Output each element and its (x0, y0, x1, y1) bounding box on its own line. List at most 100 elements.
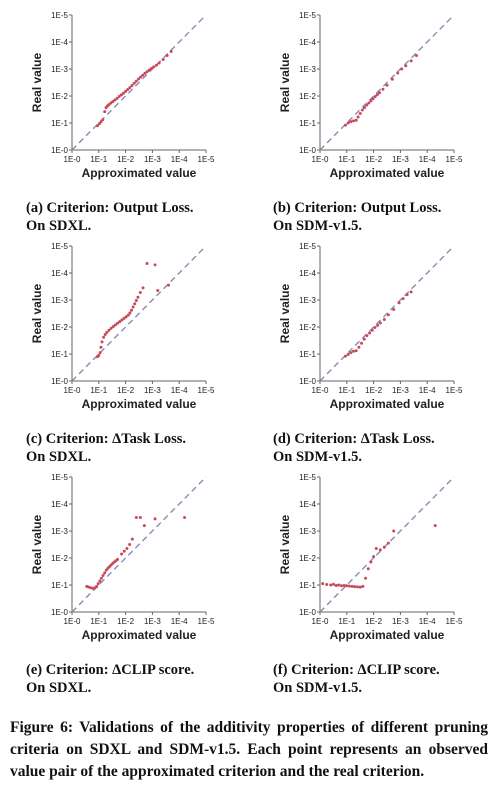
scatter-point (120, 318, 124, 322)
scatter-point (165, 54, 169, 57)
figure-caption: Figure 6: Validations of the additivity … (10, 719, 488, 780)
scatter-point (142, 524, 146, 528)
y-tick-label: 1E-4 (299, 269, 316, 278)
chart-panel-e: 1E-0 1E-1 1E-2 1E-3 1E-4 1E-5 1E-5 1E-4 1E-3 1E-2… (0, 462, 248, 702)
subcaption-d-line2: On SDM-v1.5. (273, 449, 363, 465)
x-tick-label: 1E-3 (392, 386, 409, 395)
scatter-point (134, 299, 138, 303)
scatter-point (356, 115, 360, 119)
scatter-point (134, 516, 138, 519)
scatter-point (139, 75, 143, 79)
scatter-point (377, 91, 381, 95)
subcaption-e-line2: On SDXL. (26, 680, 92, 696)
scatter-point (372, 555, 376, 559)
scatter-point (396, 71, 400, 75)
x-axis-title: Approximated value (330, 628, 445, 642)
scatter-point (109, 326, 113, 330)
scatter-point (352, 119, 355, 123)
scatter-point (370, 328, 374, 332)
scatter-point (378, 548, 382, 552)
scatter-point (364, 576, 368, 580)
scatter-point (157, 61, 161, 65)
y-tick-label: 1E-1 (299, 581, 316, 590)
scatter-point (409, 59, 413, 63)
x-tick-label: 1E-2 (365, 386, 382, 395)
reference-line (319, 245, 455, 382)
scatter-point (360, 108, 364, 112)
scatter-point (183, 516, 187, 519)
subcaption-b: (b) Criterion: Output Loss. On SDM-v1.5. (273, 199, 473, 235)
x-axis-title: Approximated value (330, 397, 445, 411)
scatter-point (366, 567, 370, 571)
scatter-point (103, 333, 107, 337)
scatter-point (400, 67, 404, 71)
scatter-point (105, 330, 109, 334)
scatter-point (357, 345, 361, 349)
scatter-chart-a: 1E-0 1E-1 1E-2 1E-3 1E-4 1E-5 1E-5 1E-4 1E-3 1E-2… (30, 11, 215, 180)
scatter-point (138, 516, 142, 519)
scatter-point (354, 118, 358, 122)
scatter-point (126, 313, 130, 317)
scatter-point (124, 315, 128, 319)
y-tick-label: 1E-1 (51, 350, 68, 359)
reference-line (71, 476, 207, 613)
scatter-point (141, 286, 145, 290)
scatter-point (95, 124, 99, 128)
subcaption-f: (f) Criterion: ΔCLIP score. On SDM-v1.5. (273, 661, 473, 697)
subcaption-c: (c) Criterion: ΔTask Loss. On SDXL. (26, 430, 226, 466)
scatter-chart-b: 1E-0 1E-1 1E-2 1E-3 1E-4 1E-5 1E-5 1E-4 1E-3 1E-2… (278, 11, 463, 180)
scatter-point (378, 321, 382, 325)
y-axis-title: Real value (30, 283, 44, 343)
x-tick-label: 1E-1 (90, 155, 107, 164)
scatter-point (404, 64, 408, 68)
x-tick-label: 1E-4 (419, 617, 436, 626)
subcaption-d-line1: (d) Criterion: ΔTask Loss. (273, 431, 435, 447)
x-tick-label: 1E-0 (64, 155, 81, 164)
x-tick-label: 1E-1 (90, 386, 107, 395)
scatter-point (376, 323, 380, 327)
y-tick-label: 1E-1 (299, 119, 316, 128)
scatter-point (358, 112, 362, 116)
scatter-point (156, 289, 160, 293)
x-tick-label: 1E-2 (117, 617, 134, 626)
scatter-point (152, 65, 156, 69)
scatter-point (169, 49, 173, 53)
scatter-point (124, 89, 128, 93)
y-tick-label: 1E-0 (299, 146, 316, 155)
scatter-point (145, 262, 149, 266)
scatter-point (414, 54, 418, 57)
scatter-point (373, 326, 377, 330)
scatter-point (353, 585, 357, 589)
x-tick-label: 1E-2 (365, 155, 382, 164)
y-tick-label: 1E-1 (51, 119, 68, 128)
scatter-point (329, 583, 333, 587)
scatter-point (433, 524, 437, 528)
scatter-point (122, 316, 126, 320)
x-axis-title: Approximated value (82, 397, 197, 411)
scatter-point (113, 323, 117, 327)
x-tick-label: 1E-0 (64, 617, 81, 626)
scatter-point (382, 545, 386, 549)
y-tick-label: 1E-5 (51, 473, 68, 482)
scatter-point (111, 324, 115, 328)
scatter-point (128, 543, 132, 546)
y-tick-label: 1E-5 (299, 473, 316, 482)
y-tick-label: 1E-4 (299, 500, 316, 509)
scatter-point (120, 552, 124, 556)
subcaption-a-line1: (a) Criterion: Output Loss. (26, 200, 194, 216)
scatter-point (153, 517, 157, 521)
y-tick-label: 1E-4 (51, 38, 68, 47)
x-tick-label: 1E-5 (446, 155, 463, 164)
scatter-point (129, 308, 133, 312)
chart-panel-d: 1E-0 1E-1 1E-2 1E-3 1E-4 1E-5 1E-5 1E-4 1E-3 1E-2… (248, 231, 496, 471)
x-tick-label: 1E-0 (312, 386, 329, 395)
scatter-point (145, 70, 149, 74)
x-tick-label: 1E-0 (312, 155, 329, 164)
scatter-point (107, 328, 111, 332)
y-tick-label: 1E-0 (51, 608, 68, 617)
scatter-point (343, 354, 347, 358)
y-axis-title: Real value (30, 52, 44, 112)
x-tick-label: 1E-5 (446, 617, 463, 626)
scatter-point (136, 295, 140, 299)
subcaption-f-line1: (f) Criterion: ΔCLIP score. (273, 662, 440, 678)
